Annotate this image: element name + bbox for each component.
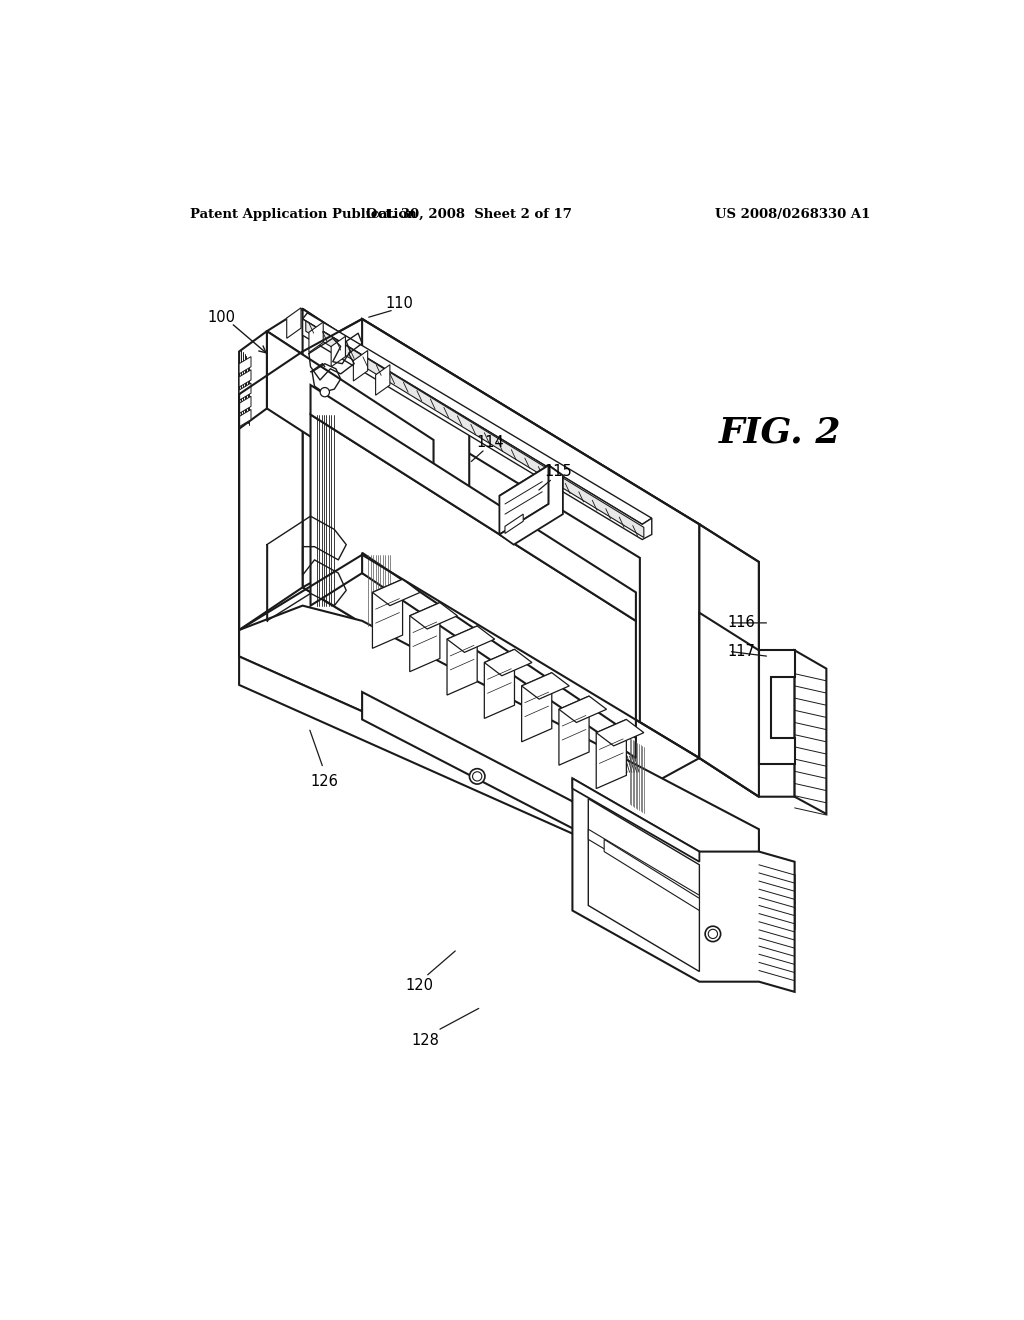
Polygon shape — [588, 799, 699, 972]
Polygon shape — [759, 651, 795, 764]
Circle shape — [469, 768, 485, 784]
Polygon shape — [353, 351, 368, 381]
Polygon shape — [410, 602, 440, 672]
Polygon shape — [559, 696, 589, 766]
Polygon shape — [310, 414, 636, 738]
Circle shape — [709, 929, 718, 939]
Polygon shape — [795, 651, 826, 814]
Polygon shape — [484, 649, 531, 676]
Polygon shape — [306, 321, 644, 537]
Polygon shape — [376, 364, 390, 395]
Polygon shape — [373, 579, 420, 606]
Polygon shape — [604, 840, 699, 911]
Polygon shape — [699, 524, 759, 797]
Text: FIG. 2: FIG. 2 — [719, 416, 842, 450]
Polygon shape — [240, 356, 251, 374]
Polygon shape — [309, 322, 324, 352]
Polygon shape — [559, 696, 606, 722]
Polygon shape — [572, 779, 699, 862]
Polygon shape — [362, 692, 795, 929]
Text: 100: 100 — [208, 310, 236, 326]
Text: 117: 117 — [727, 644, 755, 659]
Polygon shape — [596, 719, 627, 788]
Polygon shape — [588, 829, 699, 906]
Polygon shape — [240, 656, 795, 903]
Polygon shape — [240, 370, 251, 387]
Polygon shape — [362, 553, 636, 758]
Polygon shape — [303, 554, 699, 791]
Polygon shape — [521, 673, 569, 700]
Polygon shape — [500, 466, 563, 545]
Text: 120: 120 — [406, 978, 433, 993]
Text: 116: 116 — [727, 615, 755, 631]
Polygon shape — [500, 466, 563, 506]
Polygon shape — [521, 673, 552, 742]
Polygon shape — [240, 351, 303, 630]
Circle shape — [472, 772, 482, 781]
Polygon shape — [287, 308, 301, 338]
Text: US 2008/0268330 A1: US 2008/0268330 A1 — [715, 209, 870, 222]
Polygon shape — [267, 331, 433, 516]
Text: 126: 126 — [311, 774, 339, 789]
Polygon shape — [331, 337, 345, 367]
Polygon shape — [699, 612, 795, 797]
Text: 128: 128 — [412, 1034, 439, 1048]
Polygon shape — [447, 626, 477, 696]
Polygon shape — [240, 409, 251, 426]
Polygon shape — [373, 579, 402, 648]
Text: 114: 114 — [477, 436, 505, 450]
Polygon shape — [410, 602, 458, 630]
Text: Oct. 30, 2008  Sheet 2 of 17: Oct. 30, 2008 Sheet 2 of 17 — [367, 209, 572, 222]
Text: 110: 110 — [385, 296, 414, 312]
Polygon shape — [240, 331, 267, 429]
Polygon shape — [303, 319, 652, 540]
Polygon shape — [240, 630, 759, 862]
Polygon shape — [484, 649, 514, 718]
Polygon shape — [596, 719, 644, 746]
Polygon shape — [240, 396, 251, 413]
Polygon shape — [267, 309, 469, 440]
Polygon shape — [447, 626, 495, 652]
Polygon shape — [251, 342, 303, 403]
Circle shape — [706, 927, 721, 941]
Polygon shape — [500, 466, 549, 535]
Polygon shape — [572, 779, 795, 991]
Polygon shape — [505, 515, 523, 533]
Text: 115: 115 — [545, 463, 572, 479]
Polygon shape — [240, 383, 251, 400]
Polygon shape — [310, 385, 636, 620]
Polygon shape — [303, 313, 652, 524]
Polygon shape — [362, 319, 699, 758]
Polygon shape — [303, 351, 640, 791]
Text: Patent Application Publication: Patent Application Publication — [190, 209, 417, 222]
Circle shape — [321, 388, 330, 397]
Polygon shape — [303, 309, 469, 496]
Polygon shape — [303, 319, 699, 558]
Polygon shape — [240, 606, 759, 862]
